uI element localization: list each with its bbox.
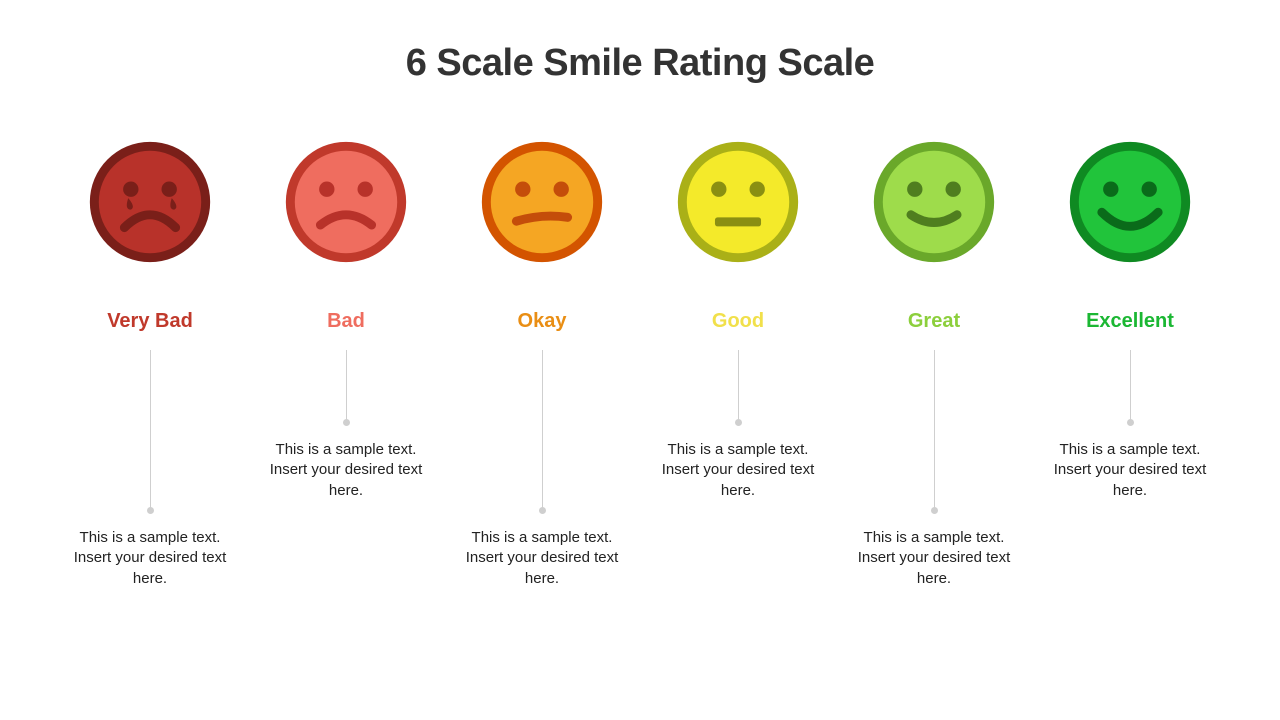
face-cell-bad [256, 138, 436, 266]
rating-description-very-bad: This is a sample text. Insert your desir… [60, 528, 240, 589]
face-cell-good [648, 138, 828, 266]
connector-dot-icon [539, 507, 546, 514]
descriptions-row-lower: This is a sample text. Insert your desir… [60, 528, 1220, 589]
face-icon-okay [478, 138, 606, 266]
labels-row: Very Bad Bad Okay Good Great Excellent [60, 310, 1220, 333]
face-cell-great [844, 138, 1024, 266]
page-title: 6 Scale Smile Rating Scale [0, 42, 1280, 85]
connector-dot-icon [343, 419, 350, 426]
face-cell-okay [452, 138, 632, 266]
rating-description-great: This is a sample text. Insert your desir… [844, 528, 1024, 589]
rating-label-very-bad: Very Bad [107, 310, 193, 333]
connector-dot-icon [735, 419, 742, 426]
connector-dot-icon [147, 507, 154, 514]
connector-dot-icon [931, 507, 938, 514]
descriptions-row-upper: This is a sample text. Insert your desir… [60, 440, 1220, 501]
faces-row [60, 138, 1220, 266]
rating-description-good: This is a sample text. Insert your desir… [648, 440, 828, 501]
rating-label-bad: Bad [327, 310, 365, 333]
rating-scale-infographic: 6 Scale Smile Rating Scale Very Bad Bad … [0, 0, 1280, 720]
face-icon-good [674, 138, 802, 266]
connector-line [343, 350, 350, 426]
rating-description-excellent: This is a sample text. Insert your desir… [1040, 440, 1220, 501]
connector-line [1127, 350, 1134, 426]
connector-line [735, 350, 742, 426]
rating-label-good: Good [712, 310, 764, 333]
rating-description-bad: This is a sample text. Insert your desir… [256, 440, 436, 501]
face-icon-excellent [1066, 138, 1194, 266]
face-icon-very-bad [86, 138, 214, 266]
connector-dot-icon [1127, 419, 1134, 426]
rating-description-okay: This is a sample text. Insert your desir… [452, 528, 632, 589]
face-cell-excellent [1040, 138, 1220, 266]
face-cell-very-bad [60, 138, 240, 266]
rating-label-okay: Okay [518, 310, 567, 333]
rating-label-great: Great [908, 310, 960, 333]
face-icon-bad [282, 138, 410, 266]
rating-label-excellent: Excellent [1086, 310, 1174, 333]
face-icon-great [870, 138, 998, 266]
